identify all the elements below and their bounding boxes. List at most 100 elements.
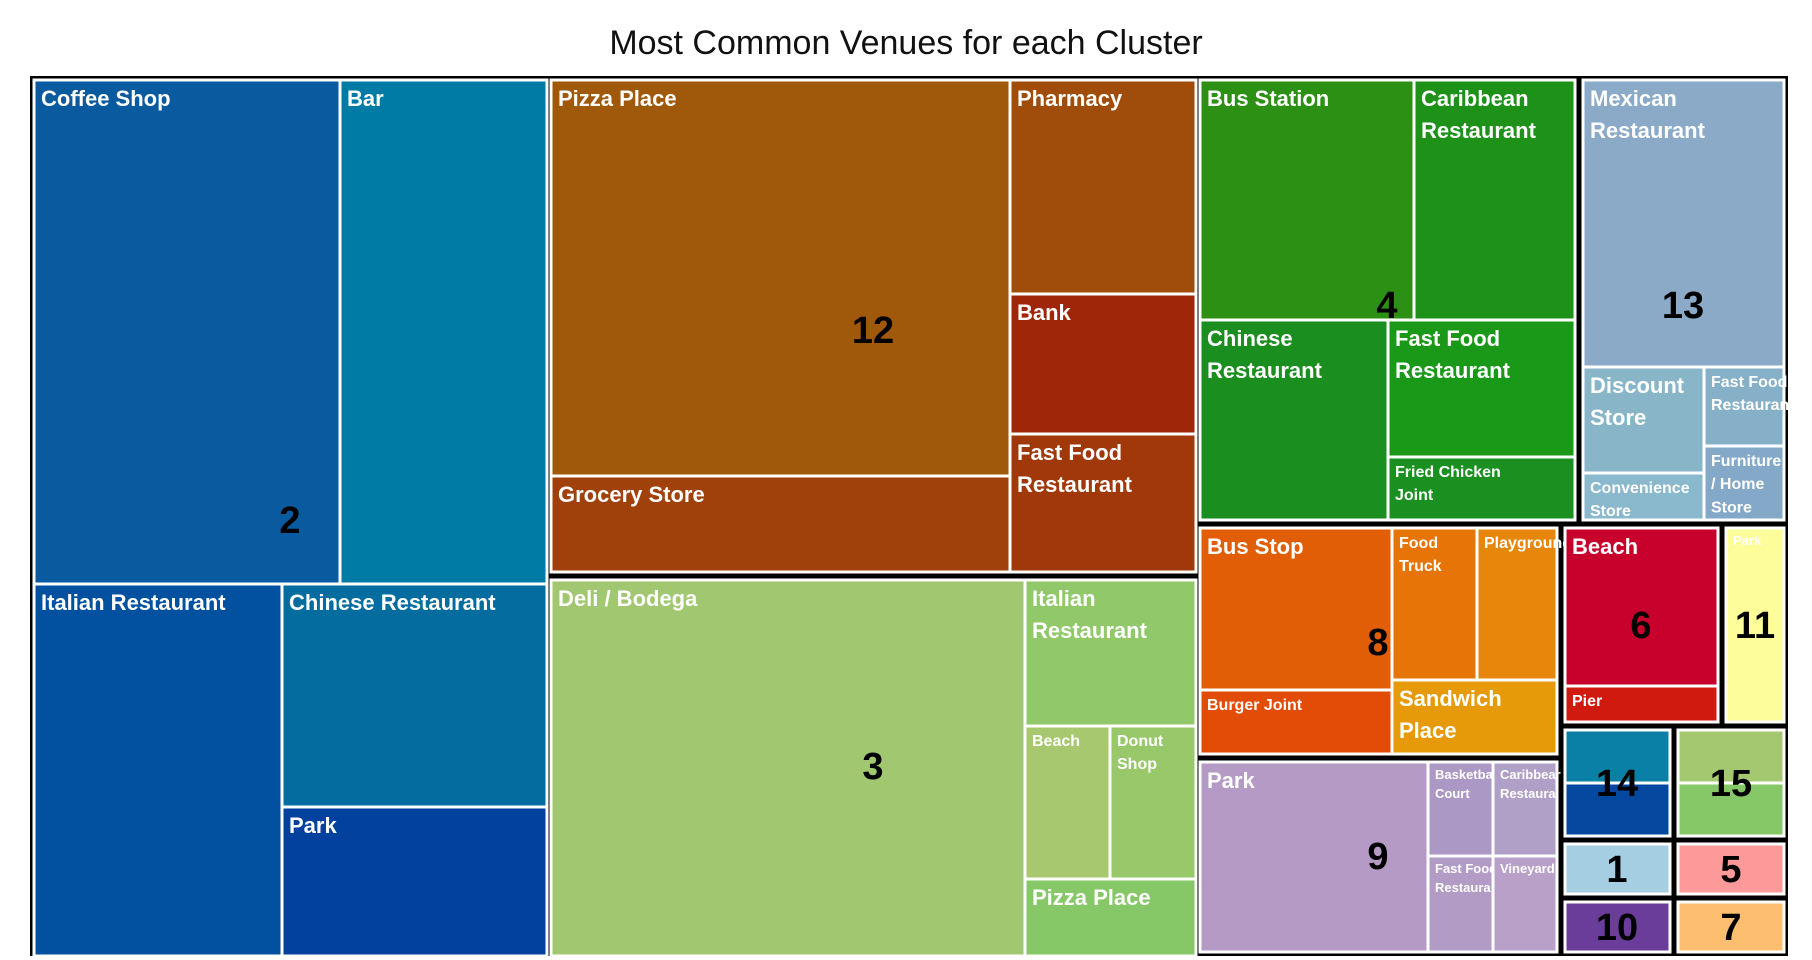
venue-tile <box>280 582 549 809</box>
venue-label: Restauran <box>1435 880 1499 895</box>
venue-label: Park <box>289 813 337 838</box>
venue-tile <box>1563 526 1720 688</box>
venue-label: Fast Food <box>1395 326 1500 351</box>
cluster-label: 6 <box>1630 605 1651 647</box>
venue-label: / Home <box>1711 476 1764 493</box>
venue-tile <box>549 578 1027 958</box>
venue-label: Deli / Bodega <box>558 586 698 611</box>
cluster-label: 1 <box>1606 849 1627 891</box>
venue-label: Pier <box>1572 693 1602 710</box>
venue-tile <box>1386 318 1577 459</box>
cluster-15: 15 <box>1676 728 1786 838</box>
cluster-label: 8 <box>1367 622 1388 664</box>
venue-label: Basketbal <box>1435 767 1496 782</box>
cluster-7: 7 <box>1676 900 1786 954</box>
venue-tile <box>1198 78 1416 322</box>
venue-label: Burger Joint <box>1207 697 1303 714</box>
venue-label: Furniture <box>1711 453 1781 470</box>
venue-label: Donut <box>1117 733 1164 750</box>
cluster-label: 14 <box>1596 763 1638 805</box>
venue-label: Fried Chicken <box>1395 464 1501 481</box>
venue-label: Bus Station <box>1207 86 1329 111</box>
venue-label: Convenience <box>1590 480 1690 497</box>
cluster-label: 2 <box>279 500 300 542</box>
venue-tile <box>1198 318 1390 522</box>
venue-label: Vineyard <box>1500 861 1555 876</box>
venue-label: Chinese <box>1207 326 1293 351</box>
cluster-10: 10 <box>1563 900 1672 954</box>
venue-tile <box>1008 432 1198 574</box>
venue-label: Park <box>1207 768 1255 793</box>
venue-tile <box>1412 78 1577 322</box>
venue-tile <box>1198 526 1394 692</box>
cluster-10-tile <box>1563 900 1672 954</box>
venue-label: Restaurant <box>1207 358 1323 383</box>
venue-label: Joint <box>1395 487 1434 504</box>
venue-label: Caribbear <box>1500 767 1561 782</box>
venue-tile <box>1491 854 1559 954</box>
venue-tile <box>549 474 1012 574</box>
cluster-11: Park 11 <box>1724 526 1786 724</box>
venue-label: Restaurant <box>1017 472 1133 497</box>
venue-label: Store <box>1590 405 1646 430</box>
venue-label: Italian Restaurant <box>41 590 226 615</box>
venue-label: Fast Food <box>1435 861 1497 876</box>
venue-label: Beach <box>1032 733 1080 750</box>
cluster-label: 15 <box>1710 763 1752 805</box>
venue-label: Fast Food <box>1711 374 1787 391</box>
cluster-4: Bus Station Caribbean Restaurant Chinese Res… <box>1198 78 1577 522</box>
venue-tile <box>1702 365 1786 448</box>
venue-label: Restaurant <box>1421 118 1537 143</box>
cluster-6: Beach Pier 6 <box>1563 526 1720 724</box>
venue-label: Store <box>1590 503 1631 520</box>
cluster-7-tile <box>1676 900 1786 954</box>
cluster-5: 5 <box>1676 842 1786 896</box>
cluster-5-tile <box>1676 842 1786 896</box>
venue-tile <box>1023 877 1198 958</box>
cluster-label: 5 <box>1720 849 1741 891</box>
venue-tile <box>32 582 284 958</box>
venue-tile <box>1426 854 1495 954</box>
venue-tile <box>338 78 549 586</box>
venue-tile <box>280 805 549 958</box>
venue-label: Store <box>1711 499 1752 516</box>
venue-tile <box>1475 526 1559 682</box>
cluster-label: 13 <box>1662 285 1704 327</box>
venue-tile <box>1198 760 1430 954</box>
cluster-1-tile <box>1563 842 1672 896</box>
cluster-15-subtile <box>1676 781 1786 838</box>
venue-label: Restaurant <box>1395 358 1511 383</box>
cluster-2: Coffee Shop Bar Italian Restaurant Chinese … <box>32 78 549 958</box>
cluster-label: 11 <box>1735 605 1775 647</box>
venue-label: Sandwich <box>1399 686 1502 711</box>
cluster-1: 1 <box>1563 842 1672 896</box>
venue-label: Pizza Place <box>558 86 677 111</box>
venue-label: Playground <box>1484 535 1572 552</box>
cluster-3: Deli / Bodega Italian Restaurant Beach Donut… <box>549 578 1198 958</box>
cluster-9: Park Basketbal Court Caribbear Restaura Fast … <box>1198 760 1561 954</box>
cluster-12: Pizza Place Pharmacy Bank Grocery Store Fast… <box>549 78 1198 574</box>
venue-label: Pharmacy <box>1017 86 1123 111</box>
venue-tile <box>1724 526 1786 724</box>
venue-label: Restaurant <box>1032 618 1148 643</box>
venue-tile <box>549 78 1012 478</box>
cluster-label: 3 <box>862 746 883 788</box>
cluster-label: 10 <box>1596 907 1638 949</box>
venue-label: Court <box>1435 786 1470 801</box>
venue-label: Bank <box>1017 300 1072 325</box>
cluster-label: 4 <box>1376 285 1397 327</box>
venue-label: Bar <box>347 86 384 111</box>
venue-label: Coffee Shop <box>41 86 171 111</box>
venue-tile <box>1563 684 1720 724</box>
venue-label: Beach <box>1572 534 1638 559</box>
cluster-8: Bus Stop Food Truck Playground Burger Joint S… <box>1198 526 1572 756</box>
venue-label: Restaurant <box>1590 118 1706 143</box>
venue-tile <box>1198 688 1394 756</box>
cluster-label: 12 <box>852 310 894 352</box>
venue-label: Park <box>1733 533 1762 548</box>
venue-tile <box>1702 444 1786 522</box>
chart-title: Most Common Venues for each Cluster <box>609 24 1203 62</box>
venue-label: Grocery Store <box>558 482 705 507</box>
venue-label: Italian <box>1032 586 1096 611</box>
